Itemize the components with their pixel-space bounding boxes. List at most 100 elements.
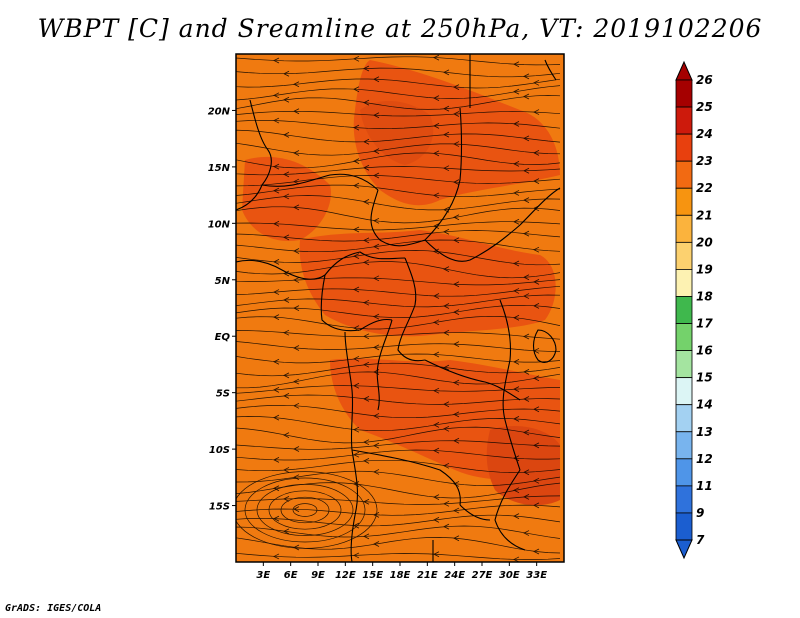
streamline-swirl bbox=[292, 503, 318, 517]
lat-label: 10N bbox=[208, 219, 231, 230]
latitude-labels: 20N 15N 10N 5N EQ 5S 10S 15S bbox=[208, 106, 236, 513]
stream-arrow bbox=[273, 515, 280, 522]
colorbar-label: 13 bbox=[696, 425, 713, 439]
stream-arrow bbox=[353, 55, 360, 62]
colorbar-label: 19 bbox=[696, 262, 713, 276]
stream-arrow bbox=[273, 57, 280, 64]
colorbar-label: 12 bbox=[696, 452, 713, 466]
stream-arrow bbox=[273, 457, 280, 463]
stream-arrow bbox=[533, 246, 540, 253]
stream-arrow bbox=[273, 289, 280, 295]
streamline bbox=[236, 482, 561, 499]
stream-arrow bbox=[353, 124, 360, 131]
stream-arrow bbox=[293, 204, 300, 211]
streamline bbox=[236, 239, 561, 253]
stream-arrow bbox=[363, 333, 370, 340]
stream-arrow bbox=[283, 70, 290, 77]
stream-arrow bbox=[363, 533, 370, 540]
lat-label: 15N bbox=[208, 163, 231, 174]
stream-arrow bbox=[513, 190, 520, 196]
stream-arrow bbox=[363, 396, 370, 402]
streamline bbox=[236, 426, 561, 444]
stream-arrow bbox=[453, 481, 460, 487]
stream-arrow bbox=[433, 223, 440, 229]
stream-arrow bbox=[363, 138, 370, 145]
stream-arrow bbox=[443, 105, 450, 112]
lon-label: 21E bbox=[417, 570, 438, 581]
stream-arrow bbox=[443, 266, 450, 272]
stream-arrow bbox=[353, 426, 360, 433]
stream-arrow bbox=[523, 396, 530, 402]
chart-title: WBPT [C] and Sreamline at 250hPa, VT: 20… bbox=[37, 14, 763, 43]
colorbar-label: 18 bbox=[696, 289, 713, 303]
stream-arrow bbox=[373, 243, 380, 250]
stream-arrow bbox=[293, 378, 300, 385]
stream-arrow bbox=[523, 469, 530, 476]
stream-arrow bbox=[533, 109, 540, 115]
stream-arrow bbox=[353, 286, 360, 293]
stream-arrow bbox=[433, 551, 440, 558]
lat-label: 5S bbox=[216, 389, 230, 400]
stream-arrow bbox=[533, 406, 540, 413]
streamline bbox=[236, 440, 561, 450]
streamline bbox=[236, 166, 561, 176]
stream-arrow bbox=[433, 351, 440, 358]
stream-arrow bbox=[353, 158, 360, 164]
colorbar-swatch bbox=[675, 512, 693, 541]
stream-arrow bbox=[443, 303, 450, 309]
stream-arrow bbox=[523, 135, 530, 142]
streamline bbox=[236, 371, 561, 389]
stream-arrow bbox=[453, 111, 460, 117]
stream-arrow bbox=[523, 274, 530, 281]
streamline bbox=[236, 353, 561, 364]
stream-arrow bbox=[523, 230, 530, 237]
lat-label: 10S bbox=[209, 445, 230, 456]
stream-arrow bbox=[293, 150, 300, 156]
streamline bbox=[236, 95, 561, 110]
colorbar-swatch bbox=[675, 160, 693, 189]
stream-arrow bbox=[523, 167, 530, 174]
stream-arrow bbox=[293, 345, 300, 351]
stream-arrow bbox=[353, 86, 360, 93]
stream-arrow bbox=[293, 248, 300, 254]
streamline bbox=[236, 552, 561, 560]
stream-arrow bbox=[373, 413, 380, 419]
stream-arrow bbox=[373, 344, 380, 351]
streamline bbox=[236, 152, 561, 169]
stream-arrow bbox=[273, 387, 280, 393]
lat-label: 15S bbox=[209, 502, 230, 513]
colorbar-label: 15 bbox=[696, 371, 713, 385]
stream-arrow bbox=[353, 382, 360, 389]
stream-arrow bbox=[373, 112, 380, 119]
stream-arrow bbox=[513, 455, 520, 462]
grads-credit: GrADS: IGES/COLA bbox=[5, 603, 102, 614]
stream-arrow bbox=[273, 414, 280, 421]
stream-arrow bbox=[533, 442, 540, 449]
colorbar-swatch bbox=[675, 241, 693, 270]
streamline bbox=[236, 85, 561, 101]
stream-arrow bbox=[363, 259, 370, 266]
stream-arrow bbox=[373, 217, 380, 224]
colorbar-swatch bbox=[675, 323, 693, 351]
colorbar-label: 26 bbox=[696, 73, 713, 87]
stream-arrow bbox=[523, 93, 530, 100]
stream-arrow bbox=[353, 552, 360, 559]
stream-arrow bbox=[433, 319, 440, 326]
stream-arrow bbox=[443, 131, 450, 138]
stream-arrow bbox=[293, 402, 300, 409]
colorbar-swatch bbox=[675, 79, 693, 108]
stream-arrow bbox=[273, 163, 280, 170]
colorbar-label: 23 bbox=[696, 154, 713, 168]
stream-arrow bbox=[513, 260, 520, 267]
stream-arrow bbox=[533, 477, 540, 484]
streamline bbox=[236, 459, 561, 473]
stream-arrow bbox=[433, 447, 440, 454]
stream-arrow bbox=[293, 277, 300, 283]
stream-arrow bbox=[273, 553, 280, 560]
stream-arrow bbox=[293, 81, 300, 88]
stream-arrow bbox=[523, 73, 530, 80]
lon-label: 18E bbox=[390, 570, 411, 581]
stream-arrow bbox=[443, 523, 450, 530]
stream-arrow bbox=[273, 220, 280, 227]
